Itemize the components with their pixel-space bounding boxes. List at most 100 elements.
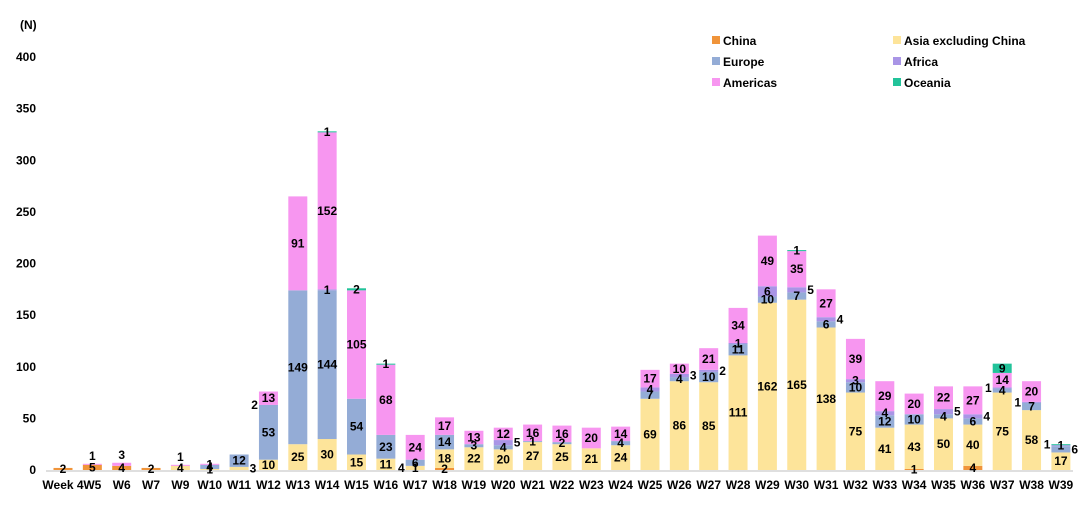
bar-segment-asia-excluding-china xyxy=(669,381,689,470)
data-label: 24 xyxy=(614,451,628,465)
data-label: 49 xyxy=(761,254,775,268)
bar-segment-europe xyxy=(1051,446,1071,453)
bar-segment-europe xyxy=(552,442,572,445)
bar-segment-asia-excluding-china xyxy=(963,424,983,466)
x-tick-label: W33 xyxy=(872,478,897,492)
bar-segment-americas xyxy=(699,348,719,370)
x-tick-label: W39 xyxy=(1049,478,1074,492)
data-label: 27 xyxy=(819,296,833,310)
bar-segment-europe xyxy=(640,391,660,399)
data-label: 105 xyxy=(346,338,366,352)
data-label: 35 xyxy=(790,262,804,276)
x-tick-label: W20 xyxy=(491,478,516,492)
data-label: 4 xyxy=(837,312,844,326)
y-axis-title: (N) xyxy=(20,18,37,32)
bar-segment-europe xyxy=(757,296,777,303)
bar-segment-americas xyxy=(992,372,1012,388)
bar-segment-europe xyxy=(934,414,953,419)
data-label: 1 xyxy=(177,450,184,464)
data-label: 18 xyxy=(438,452,452,466)
bar-segment-oceania xyxy=(1051,444,1071,446)
legend-label: Africa xyxy=(904,55,938,69)
data-label: 91 xyxy=(291,236,305,250)
data-label: 11 xyxy=(732,343,745,357)
data-label: 1 xyxy=(412,461,419,475)
data-label: 21 xyxy=(585,452,599,466)
bar-segment-africa xyxy=(317,289,337,291)
x-tick-label: W25 xyxy=(638,478,663,492)
data-label: 4 xyxy=(647,382,654,396)
data-label: 39 xyxy=(849,352,863,366)
x-tick-label: W28 xyxy=(726,478,751,492)
bar-segment-africa xyxy=(934,409,953,415)
data-label: 29 xyxy=(878,389,892,403)
data-label: 3 xyxy=(690,369,697,383)
data-label: 138 xyxy=(816,392,836,406)
x-tick-label: W32 xyxy=(843,478,868,492)
x-tick-label: W21 xyxy=(520,478,545,492)
bar-segment-asia-excluding-china xyxy=(1051,452,1071,470)
bar-segment-europe xyxy=(229,454,249,467)
x-tick-label: W29 xyxy=(755,478,780,492)
bar-segment-asia-excluding-china xyxy=(816,327,836,470)
bar-segment-asia-excluding-china xyxy=(229,466,249,470)
bar-segment-asia-excluding-china xyxy=(992,392,1012,470)
x-tick-label: Week 4 xyxy=(42,478,83,492)
data-label: 1 xyxy=(324,283,331,297)
legend-swatch xyxy=(893,36,901,44)
data-label: 17 xyxy=(643,372,657,386)
data-label: 75 xyxy=(849,424,863,438)
legend-label: China xyxy=(723,34,757,48)
bar-segment-europe xyxy=(611,441,631,446)
data-label: 17 xyxy=(1054,454,1068,468)
data-label: 1 xyxy=(793,244,800,258)
data-label: 1 xyxy=(89,449,96,463)
data-label: 86 xyxy=(673,419,687,433)
bar-segment-asia-excluding-china xyxy=(523,442,543,470)
bar-segment-asia-excluding-china xyxy=(170,465,190,470)
bar-segment-africa xyxy=(787,287,807,293)
bar-segment-africa xyxy=(963,414,983,419)
data-label: 13 xyxy=(262,391,276,405)
bar-segment-asia-excluding-china xyxy=(493,449,513,470)
bar-segment-oceania xyxy=(347,288,366,291)
x-tick-label: W14 xyxy=(315,478,340,492)
bar-segment-europe xyxy=(1022,402,1042,411)
x-tick-label: W22 xyxy=(550,478,575,492)
bar-segment-asia-excluding-china xyxy=(435,449,455,468)
legend: China Asia excluding China Europe Africa Ame… xyxy=(712,34,1026,90)
bar-segment-asia-excluding-china xyxy=(611,445,631,470)
data-label: 2 xyxy=(148,462,155,476)
bar-segment-africa xyxy=(875,411,895,416)
y-tick-label: 150 xyxy=(16,308,36,322)
data-label: 7 xyxy=(647,388,654,402)
data-label: 4 xyxy=(983,409,990,423)
bar-segment-china xyxy=(904,468,924,470)
bar-segment-china xyxy=(963,465,983,470)
bar-segment-americas xyxy=(934,386,953,410)
data-label: 5 xyxy=(954,405,961,419)
bar-segment-americas xyxy=(347,290,366,399)
data-label: 27 xyxy=(966,393,980,407)
data-label: 11 xyxy=(380,457,393,471)
data-label: 1 xyxy=(383,357,390,371)
data-label: 20 xyxy=(907,397,921,411)
data-label: 14 xyxy=(614,427,628,441)
bar-segment-americas xyxy=(464,430,484,445)
bar-segment-oceania xyxy=(992,363,1012,373)
bar-segment-africa xyxy=(728,343,748,345)
data-label: 1 xyxy=(985,381,992,395)
data-label: 7 xyxy=(793,289,800,303)
bar-segment-americas xyxy=(376,364,396,435)
data-label: 4 xyxy=(118,461,125,475)
data-label: 2 xyxy=(60,462,67,476)
bar-segment-china xyxy=(82,464,102,470)
bar-segment-americas xyxy=(82,463,102,465)
bar-segment-china xyxy=(435,467,455,470)
x-tick-label: W23 xyxy=(579,478,604,492)
x-axis-ticks: Week 4 W5 W6 W7 W9 W10 W11 W12 W13 W14 W15 W16 W17 W1… xyxy=(42,478,1073,492)
bar-segment-americas xyxy=(288,196,308,291)
data-label: 4 xyxy=(398,461,405,475)
bar-segment-americas xyxy=(405,434,425,460)
